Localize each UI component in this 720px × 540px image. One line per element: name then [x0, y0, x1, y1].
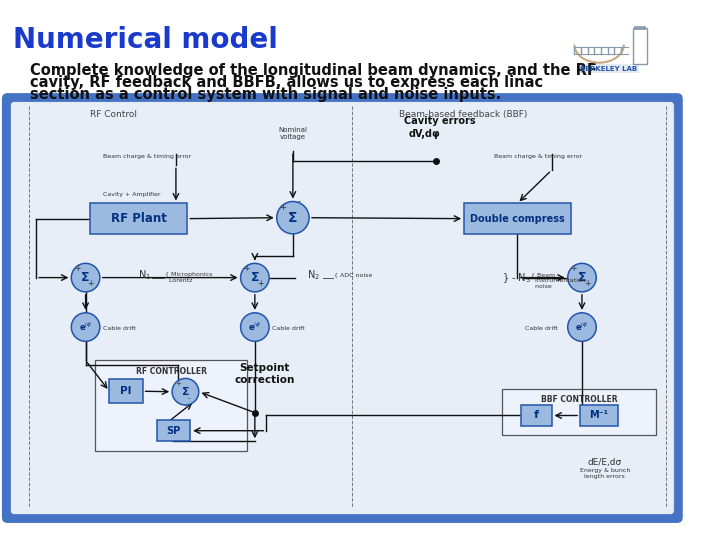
Text: +: +: [243, 264, 250, 273]
Text: dE/E,dσ: dE/E,dσ: [588, 458, 622, 467]
Circle shape: [276, 201, 309, 234]
FancyBboxPatch shape: [464, 204, 570, 234]
Text: N$_1$: N$_1$: [138, 268, 151, 282]
Circle shape: [240, 313, 269, 341]
Text: +: +: [584, 279, 590, 288]
Text: dV,dφ: dV,dφ: [409, 129, 441, 139]
Text: RF Plant: RF Plant: [111, 212, 167, 225]
Text: e$^{j\phi}$: e$^{j\phi}$: [79, 321, 92, 333]
Text: -: -: [297, 198, 301, 206]
Text: Beam-based feedback (BBF): Beam-based feedback (BBF): [400, 110, 528, 119]
Text: SP: SP: [166, 426, 181, 436]
Text: Σ: Σ: [251, 271, 259, 284]
Text: Nominal
voltage: Nominal voltage: [279, 127, 307, 140]
Text: Beam charge & timing error: Beam charge & timing error: [495, 154, 582, 159]
Bar: [634, 25, 637, 29]
FancyBboxPatch shape: [95, 360, 247, 451]
Text: e$^{j\phi}$: e$^{j\phi}$: [248, 321, 261, 333]
Text: +: +: [257, 279, 263, 288]
FancyBboxPatch shape: [521, 405, 552, 426]
Circle shape: [172, 379, 199, 405]
Text: +: +: [570, 264, 577, 273]
Text: Complete knowledge of the longitudinal beam dynamics, and the RF: Complete knowledge of the longitudinal b…: [30, 63, 598, 78]
Text: Setpoint
correction: Setpoint correction: [234, 363, 294, 385]
Text: section as a control system with signal and noise inputs.: section as a control system with signal …: [30, 87, 502, 103]
Text: Cable drift: Cable drift: [272, 327, 305, 332]
Text: e$^{j\phi}$: e$^{j\phi}$: [575, 321, 588, 333]
Text: cavity, RF feedback and BBFB, allows us to express each linac: cavity, RF feedback and BBFB, allows us …: [30, 75, 544, 90]
Bar: [638, 25, 641, 29]
FancyBboxPatch shape: [2, 93, 683, 523]
Text: RF CONTROLLER: RF CONTROLLER: [135, 367, 207, 376]
Text: Double compress: Double compress: [470, 214, 564, 224]
Text: N$_2$: N$_2$: [307, 268, 320, 282]
Text: RF Control: RF Control: [90, 110, 138, 119]
Circle shape: [71, 313, 100, 341]
Text: { ADC noise: { ADC noise: [334, 272, 372, 277]
Text: Numerical model: Numerical model: [13, 26, 278, 54]
FancyBboxPatch shape: [502, 389, 656, 435]
Text: Σ: Σ: [577, 271, 586, 284]
Circle shape: [567, 313, 596, 341]
Text: PI: PI: [120, 386, 132, 396]
Text: Σ: Σ: [288, 211, 297, 225]
Circle shape: [71, 264, 100, 292]
Circle shape: [240, 264, 269, 292]
Text: Σ: Σ: [181, 387, 189, 397]
Text: Cavity errors: Cavity errors: [404, 116, 476, 126]
Text: } - N$_3$: } - N$_3$: [502, 271, 531, 285]
Text: Beam charge & timing error: Beam charge & timing error: [103, 154, 191, 159]
Text: f: f: [534, 410, 539, 421]
Text: +: +: [279, 203, 287, 212]
Text: Σ: Σ: [81, 271, 90, 284]
Text: Cable drift: Cable drift: [525, 327, 558, 332]
Text: -: -: [187, 395, 190, 401]
Text: Cavity + Amplifier: Cavity + Amplifier: [103, 192, 161, 197]
Circle shape: [567, 264, 596, 292]
Bar: [634, 28, 647, 64]
Text: Cable drift: Cable drift: [103, 327, 135, 332]
Text: { Beam
  Instrumentation
  noise: { Beam Instrumentation noise: [531, 272, 585, 288]
Text: BERKELEY LAB: BERKELEY LAB: [580, 65, 637, 71]
Text: +: +: [88, 279, 94, 288]
Text: +: +: [175, 381, 181, 387]
FancyBboxPatch shape: [157, 420, 190, 441]
FancyBboxPatch shape: [11, 102, 674, 515]
Text: +: +: [74, 264, 81, 273]
FancyBboxPatch shape: [109, 380, 143, 403]
Text: Energy & bunch
length errors: Energy & bunch length errors: [580, 468, 630, 478]
FancyBboxPatch shape: [90, 204, 187, 234]
Text: { Microphonics
  Lorentz: { Microphonics Lorentz: [164, 272, 212, 283]
Text: M⁻¹: M⁻¹: [590, 410, 608, 421]
FancyBboxPatch shape: [580, 405, 618, 426]
Text: BBF CONTROLLER: BBF CONTROLLER: [541, 395, 618, 403]
Bar: [642, 25, 644, 29]
